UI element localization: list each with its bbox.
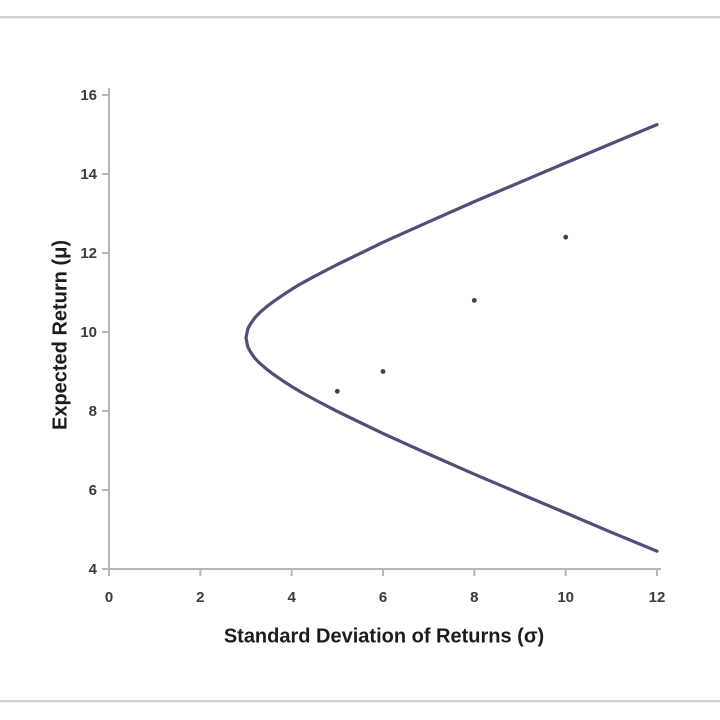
asset-point (380, 369, 386, 374)
asset-point (471, 298, 477, 303)
bottom-divider (0, 700, 720, 702)
x-tick-label: 4 (287, 589, 296, 606)
x-axis-title: Standard Deviation of Returns (σ) (223, 625, 545, 648)
x-tick-label: 12 (649, 589, 666, 606)
y-tick-label: 16 (80, 87, 97, 104)
x-tick-label: 8 (470, 589, 478, 606)
asset-point (563, 234, 569, 240)
top-divider (0, 16, 720, 18)
y-tick-label: 4 (89, 561, 98, 578)
x-tick-label: 6 (379, 589, 387, 606)
efficient-frontier-curve (244, 123, 659, 553)
y-tick-label: 8 (89, 403, 97, 420)
y-tick-label: 10 (80, 324, 97, 341)
y-tick-label: 12 (80, 245, 97, 262)
y-tick-label: 14 (80, 166, 97, 183)
x-tick-label: 0 (105, 589, 113, 606)
asset-point (334, 388, 340, 394)
y-axis-title: Expected Return (μ) (49, 239, 72, 431)
y-tick-label: 6 (89, 482, 97, 499)
x-tick-label: 2 (196, 589, 204, 606)
x-tick-label: 10 (557, 589, 574, 606)
